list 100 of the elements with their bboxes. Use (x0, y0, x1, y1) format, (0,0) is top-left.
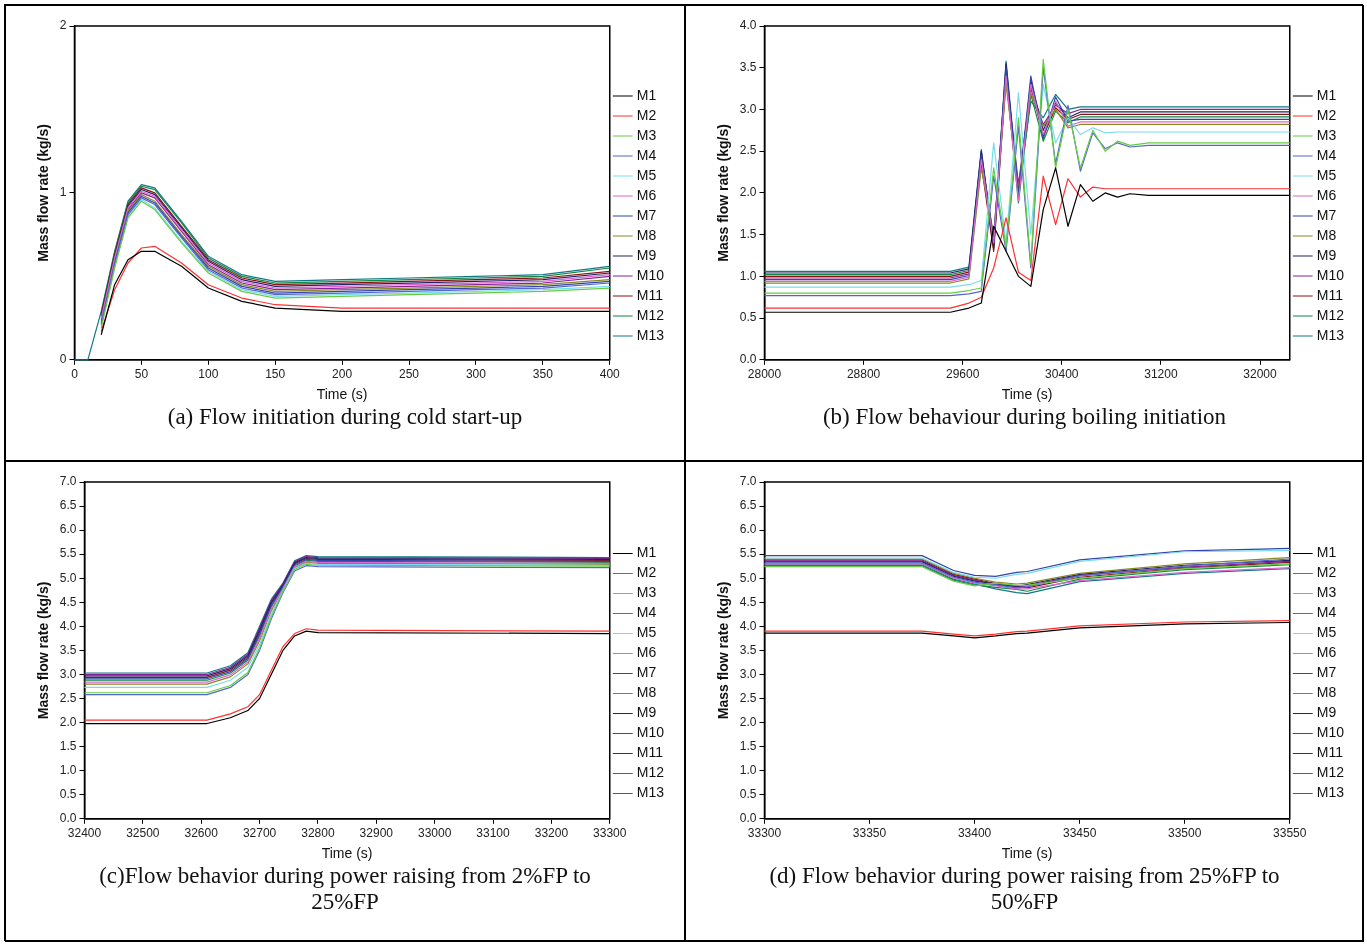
x-tick-label: 33550 (1273, 826, 1307, 841)
y-tick-label: 4.0 (739, 618, 757, 633)
x-tick-label: 31200 (1144, 367, 1178, 382)
legend-label: M4 (636, 146, 657, 163)
x-tick-label: 32500 (126, 826, 160, 841)
y-axis-title: Mass flow rate (kg/s) (715, 124, 732, 262)
y-tick-label: 0 (59, 352, 67, 367)
legend-label: M11 (1316, 744, 1344, 761)
legend-label: M7 (636, 664, 657, 681)
legend-label: M6 (1316, 644, 1337, 661)
x-axis-title: Time (s) (1001, 845, 1053, 862)
x-axis-title: Time (s) (321, 845, 373, 862)
y-tick-label: 4.0 (739, 18, 757, 33)
legend-label: M11 (636, 744, 664, 761)
x-tick-label: 33300 (747, 826, 782, 841)
legend-label: M6 (636, 644, 657, 661)
y-axis-title: Mass flow rate (kg/s) (35, 124, 52, 262)
legend-label: M2 (1316, 106, 1337, 123)
y-tick-label: 3.5 (739, 642, 757, 657)
legend-label: M4 (1316, 604, 1337, 621)
legend-label: M1 (636, 86, 657, 103)
y-tick-label: 6.5 (59, 498, 77, 513)
y-tick-label: 2.5 (739, 690, 757, 705)
y-axis-title: Mass flow rate (kg/s) (715, 581, 732, 720)
y-tick-label: 3.0 (59, 666, 77, 681)
y-tick-label: 3.0 (739, 101, 757, 116)
x-tick-label: 33300 (593, 826, 627, 841)
legend-label: M10 (1316, 266, 1345, 283)
legend-label: M4 (636, 604, 657, 621)
x-tick-label: 32600 (184, 826, 219, 841)
legend-label: M2 (636, 106, 657, 123)
y-tick-label: 0.0 (59, 811, 77, 826)
y-tick-label: 1 (59, 185, 67, 200)
y-tick-label: 6.5 (739, 498, 757, 513)
y-tick-label: 5.5 (739, 546, 757, 561)
text: (d) Flow behavior during power raising from 25%FP to 50%FP (768, 863, 1281, 915)
x-axis-title: Time (s) (1001, 386, 1053, 403)
legend-label: M11 (636, 286, 664, 303)
text: (b) Flow behaviour during boiling initiation (821, 404, 1228, 430)
legend-label: M12 (1316, 306, 1345, 323)
y-tick-label: 1.0 (739, 763, 757, 777)
x-tick-label: 28800 (846, 367, 881, 382)
y-tick-label: 5.5 (59, 546, 77, 561)
legend-label: M9 (636, 704, 657, 721)
legend-label: M8 (1316, 226, 1337, 243)
legend-label: M5 (636, 166, 657, 183)
legend-label: M10 (636, 724, 665, 741)
legend-label: M3 (1316, 584, 1337, 601)
x-tick-label: 33500 (1168, 826, 1202, 841)
legend-label: M3 (1316, 126, 1337, 143)
x-tick-label: 50 (134, 367, 149, 382)
x-tick-label: 350 (532, 367, 554, 382)
y-tick-label: 4.5 (59, 594, 77, 609)
legend-label: M10 (1316, 724, 1345, 741)
x-tick-label: 32400 (67, 826, 102, 841)
y-tick-label: 1.0 (739, 268, 757, 283)
y-tick-label: 2.0 (739, 714, 757, 729)
text: (c)Flow behavior during power raising from 2%FP to 25%FP (98, 863, 592, 915)
legend-label: M12 (1316, 764, 1345, 781)
y-tick-label: 7.0 (59, 474, 77, 489)
x-tick-label: 400 (599, 367, 621, 382)
x-tick-label: 30400 (1045, 367, 1079, 382)
x-tick-label: 100 (198, 367, 219, 382)
legend-label: M11 (1316, 286, 1344, 303)
x-tick-label: 32700 (242, 826, 277, 841)
x-tick-label: 250 (399, 367, 420, 382)
legend-label: M13 (1316, 784, 1345, 801)
legend-label: M10 (636, 266, 665, 283)
x-tick-label: 32800 (301, 826, 335, 841)
legend-label: M3 (636, 126, 657, 143)
legend-label: M9 (636, 246, 657, 263)
y-tick-label: 7.0 (739, 474, 757, 489)
legend-label: M7 (1316, 206, 1337, 223)
x-tick-label: 33450 (1062, 826, 1097, 841)
y-tick-label: 3.0 (739, 666, 757, 681)
x-tick-label: 33000 (417, 826, 452, 841)
y-tick-label: 1.5 (59, 738, 77, 753)
legend-label: M13 (636, 326, 665, 343)
y-tick-label: 0.5 (739, 310, 757, 325)
x-axis-title: Time (s) (316, 386, 368, 403)
y-tick-label: 1.5 (739, 738, 757, 753)
legend-label: M9 (1316, 246, 1337, 263)
legend-label: M13 (636, 784, 665, 801)
y-tick-label: 4.5 (739, 594, 757, 609)
x-tick-label: 32900 (359, 826, 394, 841)
y-tick-label: 6.0 (59, 522, 77, 537)
x-tick-label: 33200 (534, 826, 569, 841)
legend-label: M2 (636, 564, 657, 581)
y-tick-label: 6.0 (739, 522, 757, 537)
legend-label: M9 (1316, 704, 1337, 721)
x-tick-label: 300 (465, 367, 487, 382)
legend-label: M3 (636, 584, 657, 601)
legend-label: M1 (1316, 86, 1337, 103)
legend-label: M6 (636, 186, 657, 203)
legend-label: M13 (1316, 326, 1345, 343)
x-tick-label: 29600 (946, 367, 980, 382)
y-tick-label: 4.0 (59, 618, 77, 633)
x-tick-label: 150 (265, 367, 286, 382)
x-tick-label: 33100 (476, 826, 511, 841)
y-tick-label: 1.0 (59, 763, 77, 777)
